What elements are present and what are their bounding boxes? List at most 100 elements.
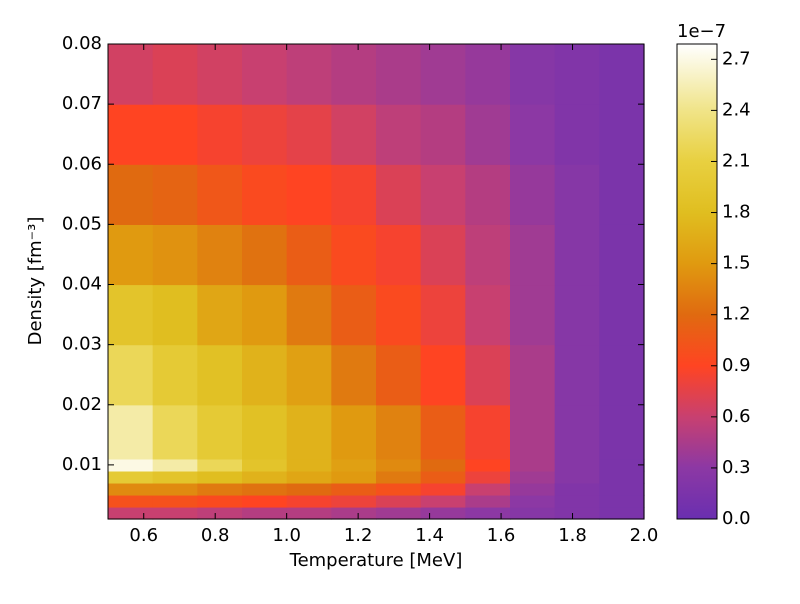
heatmap-cell	[554, 494, 600, 508]
heatmap-cell	[510, 458, 556, 472]
heatmap-cell	[286, 494, 332, 508]
heatmap-cell	[420, 482, 466, 496]
heatmap-cell	[197, 404, 243, 460]
x-axis-label: Temperature [MeV]	[289, 550, 463, 571]
heatmap-cell	[420, 104, 466, 165]
heatmap-cell	[197, 458, 243, 472]
heatmap-cell	[108, 494, 154, 508]
heatmap-cell	[152, 284, 198, 346]
heatmap-cell	[331, 284, 377, 346]
heatmap-cell	[108, 470, 154, 484]
heatmap-cell	[510, 344, 556, 406]
heatmap-cell	[420, 458, 466, 472]
heatmap-cell	[197, 284, 243, 346]
heatmap-cell	[331, 482, 377, 496]
heatmap-cell	[420, 470, 466, 484]
heatmap-cell	[242, 164, 288, 225]
heatmap-cell	[554, 104, 600, 165]
heatmap-cell	[108, 164, 154, 225]
heatmap-cell	[152, 104, 198, 165]
heatmap-cell	[599, 164, 645, 225]
heatmap-cell	[331, 224, 377, 286]
plot-frame	[107, 43, 645, 520]
heatmap-cell	[510, 164, 556, 225]
heatmap-cell	[376, 404, 422, 460]
colorbar-tick-label: 1.5	[722, 253, 751, 274]
heatmap-cell	[420, 404, 466, 460]
heatmap-cell	[152, 506, 198, 520]
heatmap-cell	[331, 506, 377, 520]
heatmap-cell	[108, 458, 154, 472]
heatmap-cell	[510, 506, 556, 520]
heatmap-cell	[286, 404, 332, 460]
heatmap-cell	[286, 506, 332, 520]
heatmap-cell	[376, 482, 422, 496]
heatmap-cell	[554, 224, 600, 286]
heatmap-cell	[286, 458, 332, 472]
heatmap-cell	[152, 482, 198, 496]
heatmap-cell	[286, 164, 332, 225]
heatmap-cell	[554, 482, 600, 496]
heatmap-cell	[242, 284, 288, 346]
heatmap-cell	[242, 458, 288, 472]
x-tick-label: 1.0	[272, 525, 301, 546]
heatmap-cell	[510, 44, 556, 105]
heatmap-cell	[286, 344, 332, 406]
heatmap-cell	[376, 104, 422, 165]
heatmap-cell	[599, 224, 645, 286]
heatmap-cell	[554, 344, 600, 406]
heatmap-cell	[510, 470, 556, 484]
heatmap-cell	[554, 506, 600, 520]
heatmap-cell	[420, 224, 466, 286]
y-tick-label: 0.05	[62, 213, 102, 234]
heatmap-cell	[599, 344, 645, 406]
heatmap-cell	[286, 470, 332, 484]
heatmap-cell	[108, 44, 154, 105]
y-tick-label: 0.06	[62, 153, 102, 174]
colorbar-tick-label: 0.9	[722, 355, 751, 376]
heatmap-cell	[376, 458, 422, 472]
heatmap-cell	[554, 404, 600, 460]
heatmap-cell	[465, 404, 511, 460]
colorbar-tick-label: 0.3	[722, 457, 751, 478]
y-tick-label: 0.04	[62, 274, 102, 295]
heatmap-cell	[108, 404, 154, 460]
heatmap-cell	[108, 506, 154, 520]
y-tick-label: 0.01	[62, 454, 102, 475]
heatmap-cell	[331, 104, 377, 165]
x-tick-label: 0.8	[201, 525, 230, 546]
heatmap-cell	[599, 506, 645, 520]
heatmap-cell	[510, 284, 556, 346]
heatmap-cell	[599, 104, 645, 165]
heatmap-cell	[242, 44, 288, 105]
heatmap-cell	[286, 284, 332, 346]
heatmap-cell	[465, 224, 511, 286]
heatmap-cell	[152, 164, 198, 225]
heatmap-cell	[554, 44, 600, 105]
heatmap-cell	[108, 104, 154, 165]
heatmap-cell	[242, 344, 288, 406]
heatmap-cell	[152, 458, 198, 472]
heatmap-cell	[376, 164, 422, 225]
colorbar	[676, 43, 718, 520]
heatmap-cell	[465, 482, 511, 496]
heatmap-cell	[465, 44, 511, 105]
heatmap-cell	[465, 494, 511, 508]
colorbar-tick-label: 1.8	[722, 202, 751, 223]
colorbar-offset: 1e−7	[677, 21, 726, 42]
heatmap-cell	[152, 44, 198, 105]
heatmap-cell	[376, 494, 422, 508]
heatmap	[108, 44, 645, 520]
heatmap-cell	[286, 224, 332, 286]
x-tick-label: 1.8	[558, 525, 587, 546]
heatmap-cell	[599, 404, 645, 460]
heatmap-cell	[108, 344, 154, 406]
heatmap-cell	[108, 284, 154, 346]
heatmap-cell	[465, 164, 511, 225]
heatmap-cell	[331, 470, 377, 484]
heatmap-cell	[465, 470, 511, 484]
heatmap-cell	[420, 506, 466, 520]
heatmap-cell	[599, 458, 645, 472]
heatmap-cell	[242, 506, 288, 520]
